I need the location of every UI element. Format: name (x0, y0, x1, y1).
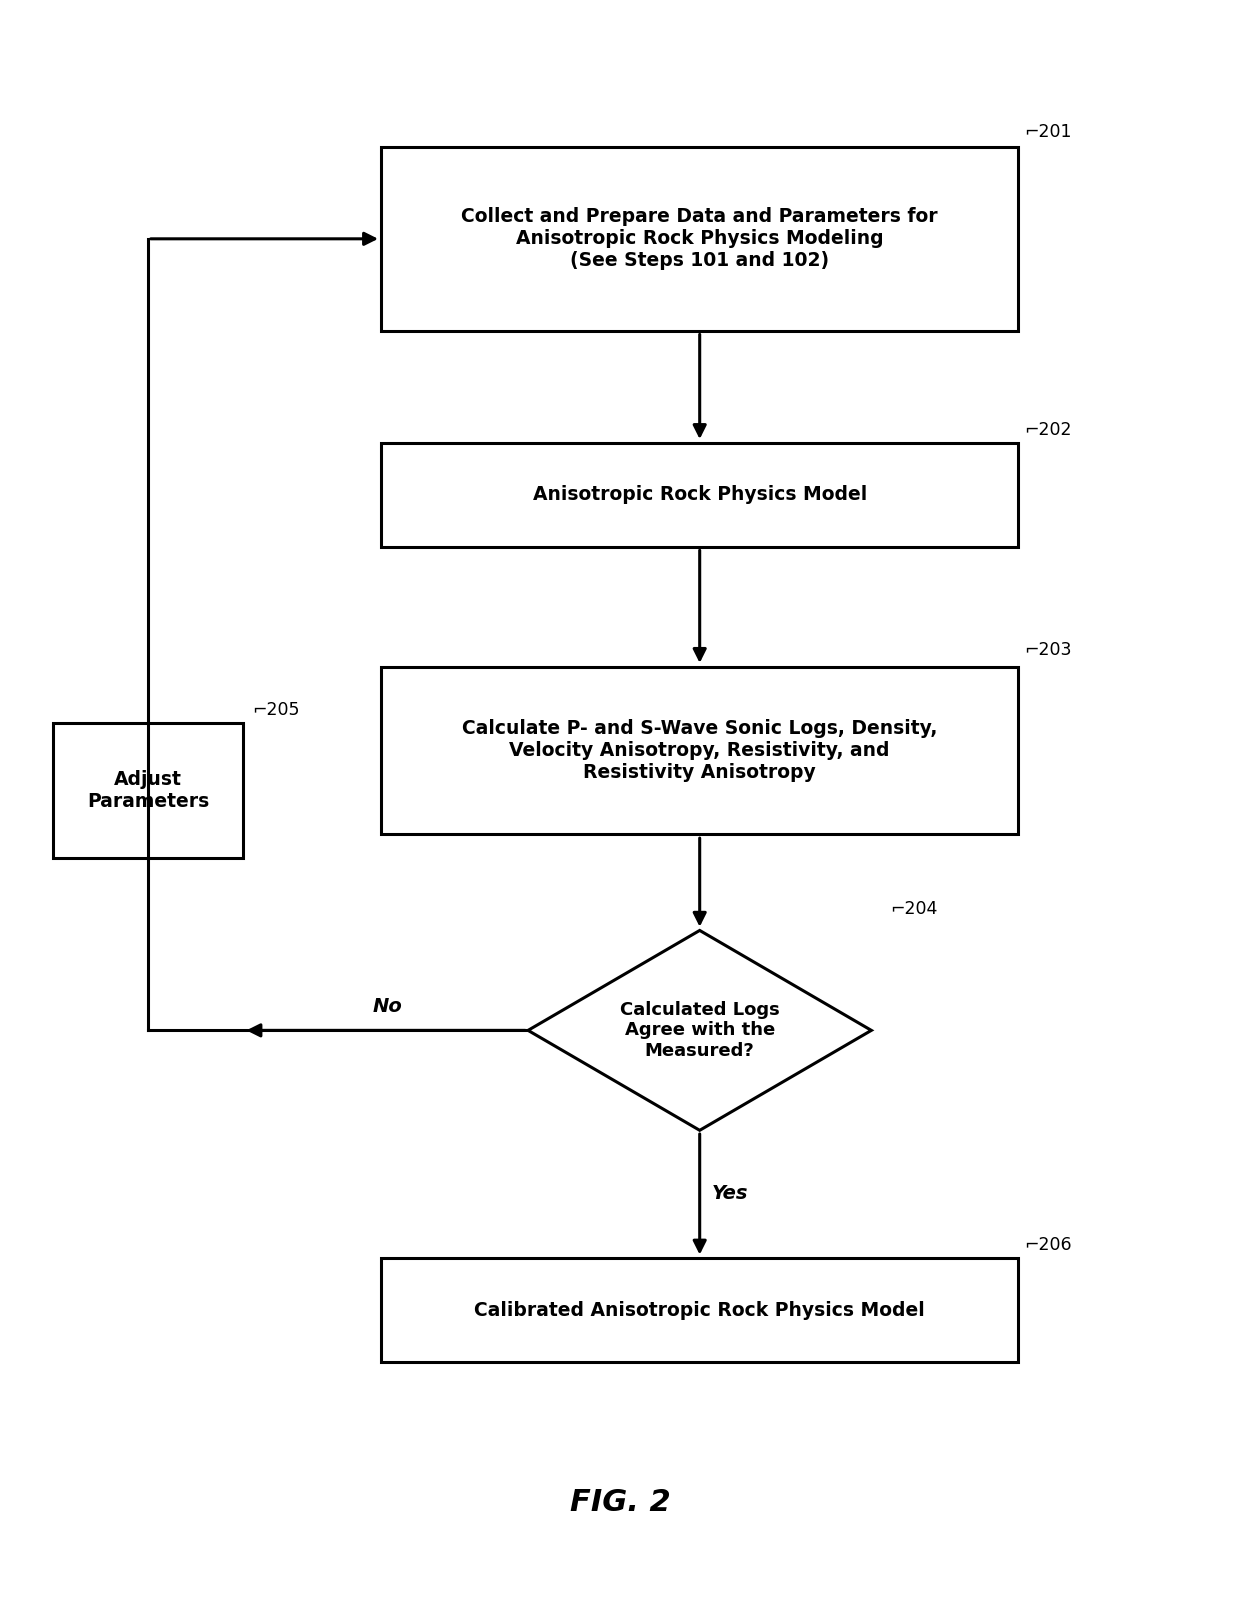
FancyBboxPatch shape (381, 442, 1018, 547)
Text: Adjust
Parameters: Adjust Parameters (87, 769, 210, 811)
Text: Yes: Yes (712, 1184, 749, 1203)
Text: No: No (372, 997, 402, 1016)
Text: ⌐204: ⌐204 (890, 900, 937, 918)
Text: ⌐202: ⌐202 (1024, 421, 1073, 439)
FancyBboxPatch shape (381, 1258, 1018, 1363)
FancyBboxPatch shape (381, 147, 1018, 331)
FancyBboxPatch shape (381, 666, 1018, 834)
Text: ⌐203: ⌐203 (1024, 642, 1073, 660)
Text: Collect and Prepare Data and Parameters for
Anisotropic Rock Physics Modeling
(S: Collect and Prepare Data and Parameters … (461, 208, 937, 271)
Text: FIG. 2: FIG. 2 (569, 1487, 671, 1516)
Text: ⌐201: ⌐201 (1024, 123, 1073, 142)
Text: Calibrated Anisotropic Rock Physics Model: Calibrated Anisotropic Rock Physics Mode… (475, 1300, 925, 1319)
FancyBboxPatch shape (53, 723, 243, 858)
Text: Anisotropic Rock Physics Model: Anisotropic Rock Physics Model (532, 486, 867, 505)
Text: Calculated Logs
Agree with the
Measured?: Calculated Logs Agree with the Measured? (620, 1000, 780, 1060)
Text: Calculate P- and S-Wave Sonic Logs, Density,
Velocity Anisotropy, Resistivity, a: Calculate P- and S-Wave Sonic Logs, Dens… (463, 719, 937, 782)
Text: ⌐205: ⌐205 (252, 700, 300, 718)
Text: ⌐206: ⌐206 (1024, 1236, 1073, 1255)
Polygon shape (528, 931, 872, 1131)
